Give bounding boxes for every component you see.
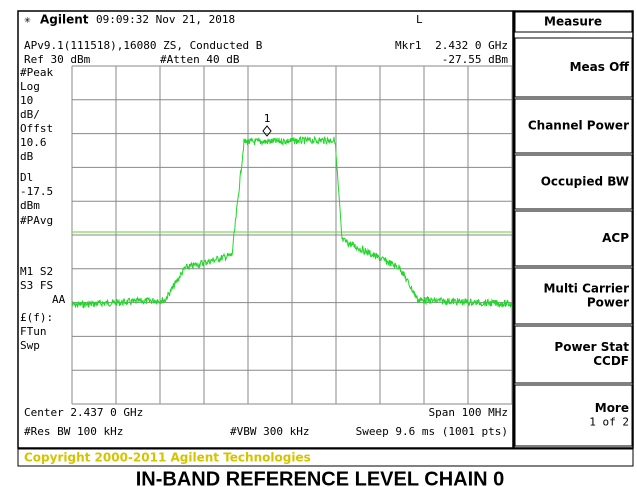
vbw: #VBW 300 kHz bbox=[230, 425, 309, 438]
softkey-label: CCDF bbox=[593, 354, 629, 368]
graticule bbox=[71, 65, 513, 405]
softkey-label: Occupied BW bbox=[541, 175, 629, 189]
side-label: 10 bbox=[20, 94, 33, 107]
side-label: -17.5 bbox=[20, 185, 53, 198]
caption: IN-BAND REFERENCE LEVEL CHAIN 0 bbox=[136, 468, 505, 487]
side-label: Offst bbox=[20, 122, 53, 135]
copyright: Copyright 2000-2011 Agilent Technologies bbox=[24, 451, 311, 465]
status-icon: ✳ bbox=[24, 13, 31, 26]
marker-label: Mkr1 bbox=[395, 39, 422, 52]
center: Center 2.437 0 GHz bbox=[24, 406, 143, 419]
trace bbox=[71, 135, 513, 309]
side-label: £(f): bbox=[20, 311, 53, 324]
softkeys: Meas Off Channel Power Occupied BW ACP Multi… bbox=[514, 37, 633, 447]
softkey-label: Multi Carrier bbox=[543, 282, 629, 296]
atten: #Atten 40 dB bbox=[160, 53, 240, 66]
time: 09:09:32 Nov 21, 2018 bbox=[96, 13, 235, 26]
marker-freq: 2.432 0 GHz bbox=[435, 39, 508, 52]
mode: L bbox=[416, 13, 423, 26]
softkey[interactable] bbox=[514, 37, 633, 98]
side-label: 10.6 bbox=[20, 136, 47, 149]
rbw: #Res BW 100 kHz bbox=[24, 425, 123, 438]
marker-level: -27.55 dBm bbox=[442, 53, 509, 66]
side-label: dB bbox=[20, 150, 34, 163]
side-label: dB/ bbox=[20, 108, 40, 121]
sweep: Sweep 9.6 ms (1001 pts) bbox=[356, 425, 508, 438]
softkey[interactable] bbox=[514, 210, 633, 267]
softkey-label: Power bbox=[587, 296, 629, 310]
side-label: Log bbox=[20, 80, 40, 93]
brand: Agilent bbox=[40, 13, 89, 27]
side-label: Dl bbox=[20, 171, 33, 184]
softkey[interactable] bbox=[514, 384, 633, 447]
span: Span 100 MHz bbox=[429, 406, 508, 419]
softkey[interactable] bbox=[514, 154, 633, 210]
softkey[interactable] bbox=[514, 98, 633, 154]
menu-title-box bbox=[514, 11, 633, 33]
side-label: #PAvg bbox=[20, 214, 53, 227]
menu-title: Measure bbox=[544, 15, 602, 29]
ref: Ref 30 dBm bbox=[24, 53, 91, 66]
side-label: FTun bbox=[20, 325, 47, 338]
softkey[interactable] bbox=[514, 325, 633, 384]
side-label: AA bbox=[52, 293, 66, 306]
marker bbox=[262, 125, 272, 137]
display-frame bbox=[17, 10, 514, 449]
softkey-label: 1 of 2 bbox=[589, 416, 629, 429]
softkey-label: More bbox=[595, 401, 629, 415]
info: APv9.1(111518),16080 ZS, Conducted B bbox=[24, 39, 263, 52]
softkey-label: ACP bbox=[602, 231, 629, 245]
softkey-label: Meas Off bbox=[570, 60, 630, 74]
softkey-label: Power Stat bbox=[554, 340, 629, 354]
side-label: M1 S2 bbox=[20, 265, 53, 278]
side-label: Swp bbox=[20, 339, 40, 352]
side-label: #Peak bbox=[20, 66, 53, 79]
side-label: S3 FS bbox=[20, 279, 53, 292]
softkey-label: Channel Power bbox=[528, 119, 629, 133]
marker-number: 1 bbox=[264, 112, 271, 125]
softkey[interactable] bbox=[514, 267, 633, 325]
copyright-bar bbox=[17, 448, 634, 467]
side-label: dBm bbox=[20, 199, 40, 212]
